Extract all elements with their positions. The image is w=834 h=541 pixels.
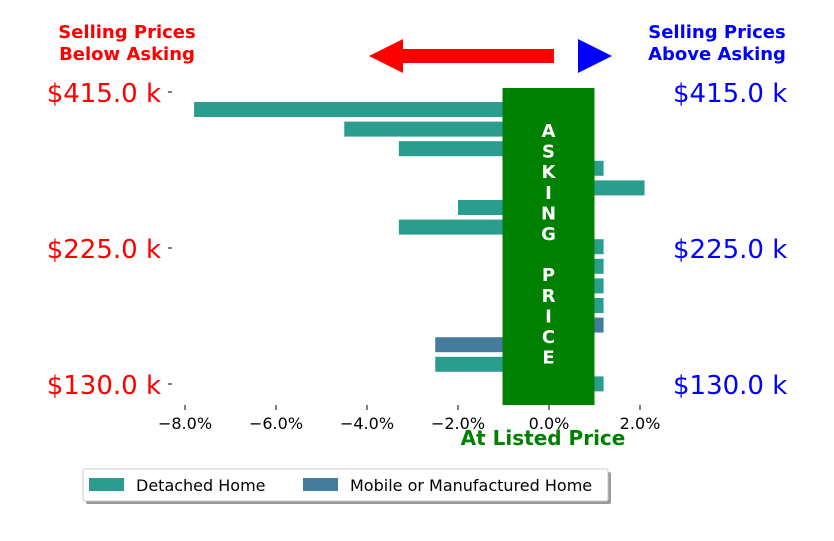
asking-letter: A bbox=[542, 121, 556, 142]
asking-letter: K bbox=[542, 162, 557, 183]
right-header-line2: Above Asking bbox=[648, 44, 786, 65]
asking-letter: C bbox=[542, 327, 555, 348]
x-tick-label: −4.0% bbox=[340, 414, 394, 433]
legend-label-detached: Detached Home bbox=[136, 476, 266, 495]
asking-letter: N bbox=[541, 203, 556, 224]
price-label-left: $225.0 k bbox=[47, 235, 161, 265]
price-label-left: $415.0 k bbox=[47, 79, 161, 109]
legend-swatch-detached bbox=[89, 478, 124, 491]
asking-letter: G bbox=[541, 224, 556, 245]
asking-letter: I bbox=[545, 183, 552, 204]
price-labels: $415.0 k $415.0 k $225.0 k $225.0 k $130.0 k… bbox=[47, 79, 788, 401]
x-tick-label: 0.0% bbox=[529, 414, 570, 433]
price-label-right: $225.0 k bbox=[673, 235, 787, 265]
legend: Detached Home Mobile or Manufactured Hom… bbox=[82, 468, 611, 504]
left-arrow-icon bbox=[369, 39, 554, 73]
x-axis-label: At Listed Price bbox=[461, 426, 626, 450]
left-header-line2: Below Asking bbox=[59, 44, 195, 65]
bar bbox=[344, 121, 549, 137]
x-tick-label: −6.0% bbox=[249, 414, 303, 433]
price-label-left: $130.0 k bbox=[47, 371, 161, 401]
asking-letter: E bbox=[542, 348, 554, 369]
left-header-line1: Selling Prices bbox=[58, 22, 195, 43]
right-triangle-icon bbox=[578, 39, 612, 73]
asking-letter: P bbox=[542, 265, 555, 286]
x-axis-ticks: −8.0% −6.0% −4.0% −2.0% 0.0% 2.0% bbox=[158, 405, 660, 433]
bar bbox=[194, 102, 549, 117]
x-tick-label: 2.0% bbox=[620, 414, 661, 433]
asking-letter: S bbox=[542, 142, 555, 163]
asking-letter: R bbox=[542, 286, 556, 307]
legend-label-mobile: Mobile or Manufactured Home bbox=[350, 476, 592, 495]
legend-swatch-mobile bbox=[303, 478, 338, 491]
asking-price-band bbox=[502, 88, 595, 405]
asking-letter: I bbox=[545, 306, 552, 327]
x-tick-label: −2.0% bbox=[431, 414, 485, 433]
price-label-right: $130.0 k bbox=[673, 371, 787, 401]
price-label-right: $415.0 k bbox=[673, 79, 787, 109]
right-header-line1: Selling Prices bbox=[648, 22, 785, 43]
x-tick-label: −8.0% bbox=[158, 414, 212, 433]
